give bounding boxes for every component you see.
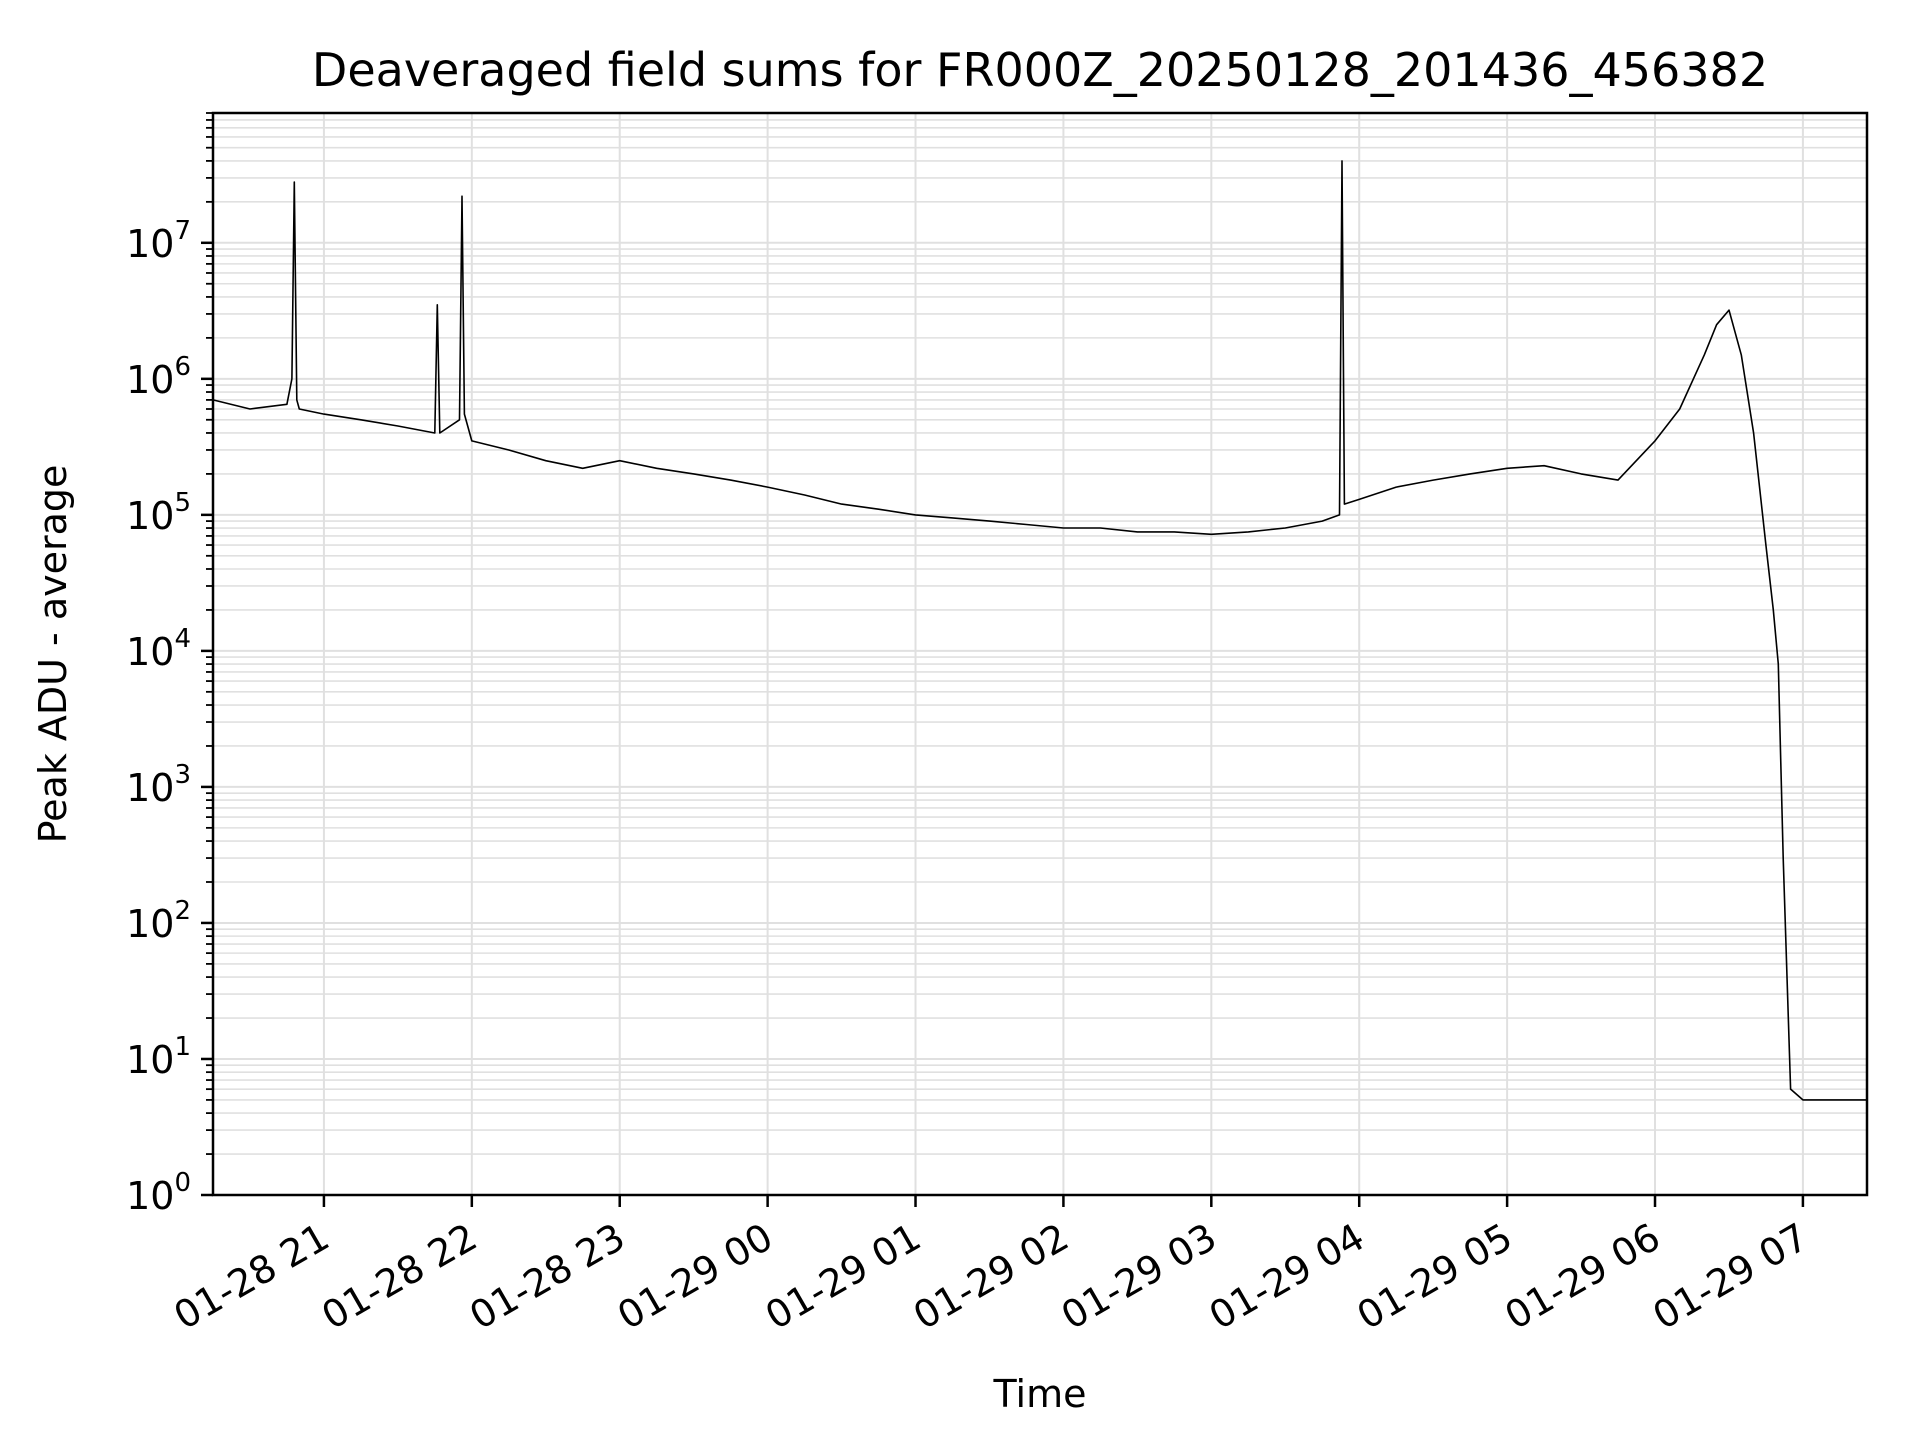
x-tick-label: 01-29 06 [1498, 1215, 1668, 1339]
grid-lines [213, 112, 1867, 1196]
y-tick-label: 107 [126, 216, 191, 266]
y-tick-label: 104 [126, 624, 191, 674]
y-tick-label: 105 [126, 488, 191, 538]
x-tick-label: 01-28 23 [462, 1215, 632, 1339]
x-tick-label: 01-29 05 [1350, 1215, 1520, 1339]
y-tick-label: 102 [126, 896, 191, 946]
x-tick-label: 01-28 22 [314, 1215, 484, 1339]
x-tick-label: 01-29 03 [1054, 1215, 1224, 1339]
series-line-0 [212, 160, 1867, 1101]
x-tick-label: 01-29 00 [610, 1215, 780, 1339]
x-tick-label: 01-29 07 [1645, 1215, 1815, 1339]
y-axis-label: Peak ADU - average [31, 465, 75, 844]
chart-title: Deaveraged field sums for FR000Z_2025012… [312, 43, 1768, 97]
y-tick-label: 100 [126, 1168, 191, 1218]
y-axis-ticks: 100 101 102 103 104 105 106 107 [126, 112, 213, 1218]
y-tick-label: 106 [126, 352, 191, 402]
x-tick-label: 01-29 01 [758, 1215, 928, 1339]
x-tick-label: 01-29 04 [1202, 1215, 1372, 1339]
data-layer [212, 160, 1867, 1101]
y-tick-label: 103 [126, 760, 191, 810]
plot-frame [211, 111, 1869, 1197]
x-tick-label: 01-29 02 [906, 1215, 1076, 1339]
x-axis-label: Time [993, 1372, 1087, 1416]
y-tick-label: 101 [126, 1032, 191, 1082]
x-tick-label: 01-28 21 [166, 1215, 336, 1339]
